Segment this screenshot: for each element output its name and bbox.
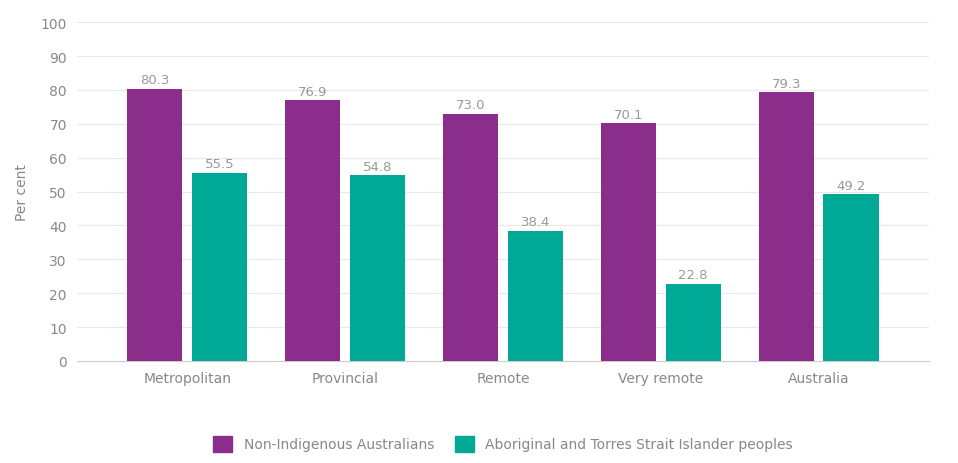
Bar [759,93,814,361]
Bar [443,114,498,361]
Bar [824,195,878,361]
Text: 80.3: 80.3 [140,74,170,87]
Text: 73.0: 73.0 [456,99,486,112]
Text: 54.8: 54.8 [363,160,392,173]
Text: 38.4: 38.4 [520,216,550,229]
Text: 79.3: 79.3 [771,77,801,90]
Y-axis label: Per cent: Per cent [15,164,30,220]
Bar [508,232,563,361]
Text: 55.5: 55.5 [205,158,235,171]
Bar [666,284,720,361]
Bar [350,176,405,361]
Bar [127,90,182,361]
Text: 70.1: 70.1 [614,108,643,121]
Text: 22.8: 22.8 [678,269,708,282]
Text: 49.2: 49.2 [836,179,866,192]
Bar [192,174,247,361]
Text: 76.9: 76.9 [298,86,328,99]
Bar [285,101,340,361]
Legend: Non-Indigenous Australians, Aboriginal and Torres Strait Islander peoples: Non-Indigenous Australians, Aboriginal a… [206,429,800,459]
Bar [601,124,656,361]
